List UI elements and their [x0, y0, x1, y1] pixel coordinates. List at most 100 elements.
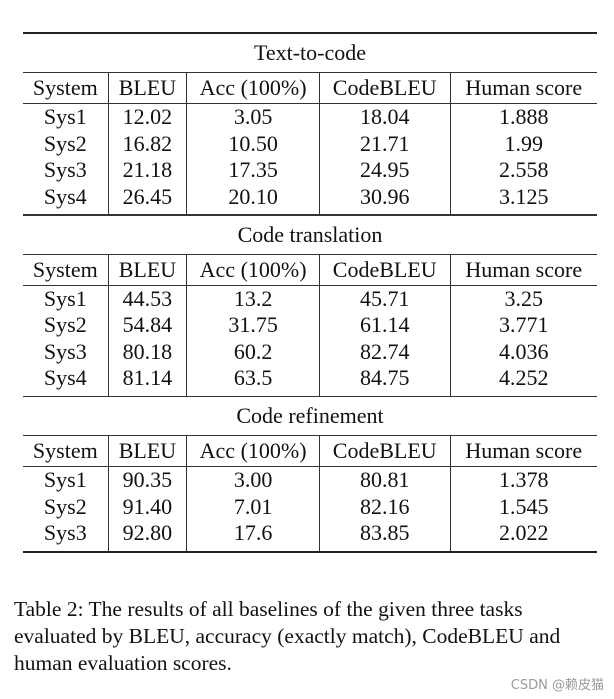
- cell-system: Sys1: [23, 103, 109, 131]
- header-acc: Acc (100%): [186, 254, 320, 286]
- header-system: System: [23, 73, 109, 104]
- cell-acc: 17.6: [186, 520, 320, 551]
- cell-bleu: 12.02: [108, 103, 188, 131]
- header-human-score: Human score: [450, 436, 597, 467]
- cell-human-score: 1.545: [499, 493, 549, 519]
- cell-system: Sys3: [23, 338, 109, 365]
- watermark: CSDN @赖皮猫: [510, 678, 604, 693]
- cell-codebleu: 84.75: [319, 365, 451, 396]
- cell-human-score: 4.252: [499, 365, 549, 390]
- cell-codebleu: 83.85: [319, 520, 451, 551]
- cell-human-score: 3.125: [499, 183, 549, 209]
- section-title-code-translation: Code translation: [237, 221, 383, 247]
- table-row: Sys1 12.02 3.05 18.04 1.888: [23, 103, 597, 131]
- cell-system: Sys1: [23, 285, 109, 312]
- cell-system: Sys4: [23, 183, 109, 214]
- header-bleu: BLEU: [108, 73, 188, 104]
- cell-codebleu: 18.04: [319, 103, 451, 131]
- cell-system: Sys2: [23, 130, 109, 157]
- table-row: Sys1 44.53 13.2 45.71 3.25: [23, 285, 597, 312]
- section-title-text-to-code: Text-to-code: [253, 40, 367, 65]
- header-bleu: BLEU: [108, 254, 188, 286]
- cell-codebleu: 45.71: [319, 285, 451, 312]
- cell-bleu: 81.14: [108, 365, 188, 396]
- cell-human-score: 3.771: [499, 312, 549, 337]
- cell-acc: 13.2: [186, 285, 320, 312]
- cell-human-score: 1.99: [504, 130, 544, 156]
- cell-bleu: 16.82: [108, 130, 188, 157]
- header-human-score: Human score: [450, 254, 597, 286]
- header-human-score: Human score: [450, 73, 597, 104]
- cell-system: Sys4: [23, 365, 109, 396]
- cell-human-score: 2.558: [499, 157, 549, 182]
- table-row: Sys2 16.82 10.50 21.71 1.99: [23, 130, 597, 157]
- cell-bleu: 90.35: [108, 466, 188, 494]
- cell-bleu: 21.18: [108, 157, 188, 184]
- section-rule: [23, 435, 597, 436]
- cell-system: Sys1: [23, 466, 109, 494]
- cell-codebleu: 21.71: [319, 130, 451, 157]
- table-row: Sys3 21.18 17.35 24.95 2.558: [23, 157, 597, 184]
- cell-bleu: 54.84: [108, 312, 188, 339]
- cell-bleu: 91.40: [108, 493, 188, 520]
- section-table-code-translation: System BLEU Acc (100%) CodeBLEU Human sc…: [23, 254, 597, 396]
- section-rule: [23, 253, 597, 255]
- table-row: Sys2 54.84 31.75 61.14 3.771: [23, 312, 597, 339]
- results-table: Text-to-code System BLEU Acc (100%) Code…: [23, 32, 597, 553]
- cell-codebleu: 80.81: [319, 466, 451, 494]
- cell-acc: 31.75: [186, 312, 320, 339]
- cell-human-score: 3.25: [504, 285, 544, 311]
- cell-acc: 63.5: [186, 365, 320, 396]
- cell-bleu: 26.45: [108, 183, 188, 214]
- bottom-rule: [23, 550, 597, 553]
- section-rule: [23, 72, 597, 73]
- table-caption: Table 2: The results of all baselines of…: [14, 597, 561, 675]
- cell-acc: 20.10: [186, 183, 320, 214]
- section-title-code-refinement: Code refinement: [236, 403, 384, 428]
- cell-human-score: 2.022: [499, 520, 549, 545]
- table-row: Sys2 91.40 7.01 82.16 1.545: [23, 493, 597, 520]
- section-rule: [23, 214, 597, 216]
- header-bleu: BLEU: [108, 436, 188, 467]
- cell-codebleu: 82.74: [319, 338, 451, 365]
- cell-bleu: 92.80: [108, 520, 188, 551]
- header-acc: Acc (100%): [186, 73, 320, 104]
- header-codebleu: CodeBLEU: [319, 73, 451, 104]
- cell-acc: 3.05: [186, 103, 320, 131]
- cell-codebleu: 30.96: [319, 183, 451, 214]
- cell-bleu: 80.18: [108, 338, 188, 365]
- table-row: Sys1 90.35 3.00 80.81 1.378: [23, 466, 597, 494]
- cell-human-score: 4.036: [499, 338, 549, 364]
- cell-codebleu: 61.14: [319, 312, 451, 339]
- cell-system: Sys3: [23, 520, 109, 551]
- table-row: Sys4 26.45 20.10 30.96 3.125: [23, 183, 597, 214]
- cell-bleu: 44.53: [108, 285, 188, 312]
- header-system: System: [23, 436, 109, 467]
- header-row: System BLEU Acc (100%) CodeBLEU Human sc…: [23, 436, 597, 467]
- cell-acc: 60.2: [186, 338, 320, 365]
- cell-system: Sys2: [23, 312, 109, 339]
- header-codebleu: CodeBLEU: [319, 436, 451, 467]
- cell-codebleu: 24.95: [319, 157, 451, 184]
- cell-acc: 17.35: [186, 157, 320, 184]
- table-row: Sys3 80.18 60.2 82.74 4.036: [23, 338, 597, 365]
- cell-human-score: 1.888: [499, 104, 549, 129]
- table-row: Sys3 92.80 17.6 83.85 2.022: [23, 520, 597, 551]
- cell-acc: 3.00: [186, 466, 320, 494]
- top-rule: [23, 32, 597, 34]
- cell-acc: 7.01: [186, 493, 320, 520]
- cell-acc: 10.50: [186, 130, 320, 157]
- section-table-text-to-code: System BLEU Acc (100%) CodeBLEU Human sc…: [23, 73, 597, 214]
- cell-codebleu: 82.16: [319, 493, 451, 520]
- header-codebleu: CodeBLEU: [319, 254, 451, 286]
- header-system: System: [23, 254, 109, 286]
- section-rule: [23, 395, 597, 397]
- header-row: System BLEU Acc (100%) CodeBLEU Human sc…: [23, 73, 597, 104]
- section-table-code-refinement: System BLEU Acc (100%) CodeBLEU Human sc…: [23, 436, 597, 551]
- cell-system: Sys3: [23, 157, 109, 184]
- table-row: Sys4 81.14 63.5 84.75 4.252: [23, 365, 597, 396]
- header-acc: Acc (100%): [186, 436, 320, 467]
- cell-system: Sys2: [23, 493, 109, 520]
- cell-human-score: 1.378: [499, 467, 549, 492]
- header-row: System BLEU Acc (100%) CodeBLEU Human sc…: [23, 254, 597, 286]
